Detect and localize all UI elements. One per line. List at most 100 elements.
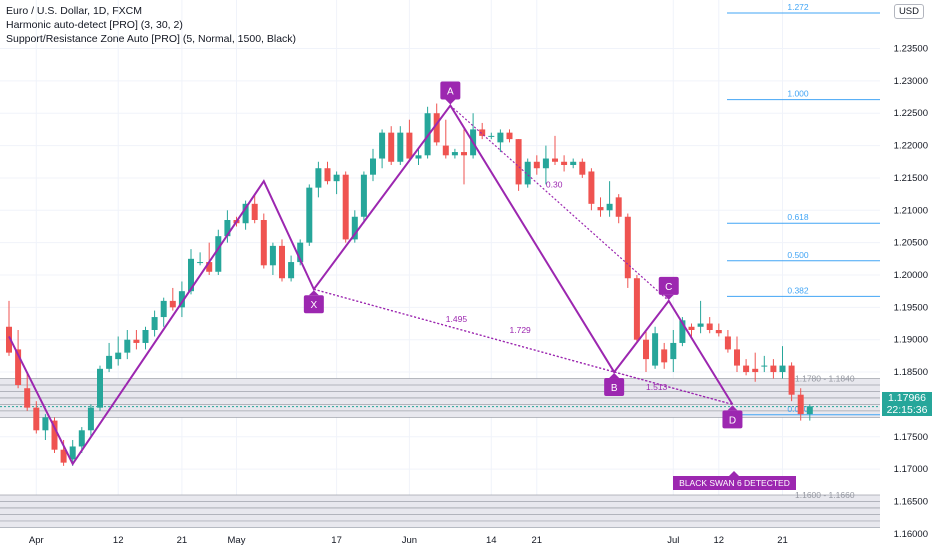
- candle-body: [51, 420, 58, 450]
- candle-body: [370, 158, 376, 175]
- candle-body: [461, 152, 467, 156]
- last-price-label: 1.17966: [882, 392, 932, 404]
- time-axis-label: 21: [777, 535, 788, 546]
- candle-body: [106, 355, 113, 369]
- candle-body: [78, 430, 85, 447]
- candle-body: [561, 161, 568, 165]
- harmonic-ratio-label: 1.495: [446, 314, 468, 324]
- candle-body: [552, 158, 558, 162]
- candle-body: [497, 132, 504, 143]
- candle-body: [752, 368, 759, 373]
- candle-body: [288, 262, 295, 279]
- price-axis-label: 1.16000: [894, 529, 928, 540]
- pattern-point-d-marker: [722, 410, 743, 429]
- price-axis-label: 1.17500: [894, 432, 928, 443]
- price-axis-label: 1.17000: [894, 464, 928, 475]
- candle-body: [333, 174, 340, 182]
- pattern-point-label: X: [311, 300, 318, 311]
- candle-body: [533, 161, 540, 169]
- fib-level-label: 1.272: [787, 2, 809, 12]
- candle-body: [506, 132, 513, 140]
- candle-body: [69, 446, 76, 460]
- candle-body: [670, 342, 677, 360]
- candle-body: [124, 339, 131, 353]
- candle-body: [15, 349, 22, 385]
- time-axis-label: 21: [532, 535, 543, 546]
- time-axis-label: 12: [113, 535, 124, 546]
- candle-body: [451, 152, 458, 156]
- candle-body: [60, 449, 67, 463]
- pattern-alert-label: BLACK SWAN 6 DETECTED: [673, 471, 796, 490]
- candle-body: [615, 197, 622, 217]
- candle-body: [251, 203, 258, 220]
- harmonic-ratio-label: 1.729: [510, 325, 532, 335]
- price-axis-label: 1.19500: [894, 302, 928, 313]
- price-axis-label: 1.22000: [894, 141, 928, 152]
- price-axis-label: 1.21000: [894, 205, 928, 216]
- candle-body: [770, 365, 777, 373]
- harmonic-ratio-line: [449, 105, 670, 302]
- candle-body: [424, 113, 431, 156]
- sr-zone-label: 1.1600 - 1.1660: [795, 490, 855, 500]
- price-axis-label: 1.19000: [894, 335, 928, 346]
- time-axis-label: 14: [486, 535, 497, 546]
- candle-body: [570, 161, 577, 165]
- pattern-point-label: A: [447, 86, 454, 97]
- candle-body: [524, 161, 531, 185]
- price-axis-label: 1.23000: [894, 76, 928, 87]
- candle-body: [806, 406, 813, 415]
- candle-body: [734, 349, 740, 366]
- candle-body: [324, 168, 331, 182]
- candle-body: [33, 407, 40, 431]
- fib-level-label: 0.382: [787, 285, 809, 295]
- pattern-point-pointer: [308, 290, 319, 296]
- candle-body: [661, 349, 668, 363]
- candle-body: [297, 242, 304, 263]
- candle-body: [142, 330, 149, 343]
- bar-countdown-label: 22:15:36: [882, 404, 932, 416]
- harmonic-pattern-line: [8, 103, 734, 466]
- price-axis-label: 1.18500: [894, 367, 928, 378]
- chart-legend: Euro / U.S. Dollar, 1D, FXCM Harmonic au…: [6, 4, 296, 46]
- candle-body: [115, 352, 122, 360]
- candle-body: [761, 365, 768, 367]
- time-axis-label: 12: [714, 535, 725, 546]
- candle-body: [415, 155, 422, 159]
- price-axis: [880, 0, 932, 550]
- indicator-sr-zone[interactable]: Support/Resistance Zone Auto [PRO] (5, N…: [6, 33, 297, 45]
- candle-body: [388, 132, 395, 162]
- pattern-point-pointer: [727, 405, 738, 411]
- candle-body: [515, 139, 522, 185]
- pattern-point-b-marker: [604, 378, 625, 397]
- candle-body: [679, 320, 686, 343]
- candle-body: [260, 220, 267, 266]
- candle-body: [197, 262, 204, 264]
- candle-body: [242, 203, 249, 224]
- harmonic-ratio-label: 0.30: [546, 180, 563, 190]
- harmonic-ratio-line: [613, 371, 733, 405]
- candle-body: [279, 245, 285, 279]
- time-axis-label: Jul: [667, 535, 679, 546]
- candle-body: [724, 336, 731, 350]
- candle-body: [579, 161, 586, 175]
- candle-body: [442, 145, 449, 156]
- currency-badge[interactable]: USD: [893, 4, 924, 19]
- candle-body: [169, 300, 176, 308]
- candle-body: [797, 394, 804, 415]
- indicator-harmonic[interactable]: Harmonic auto-detect [PRO] (3, 30, 2): [6, 19, 183, 31]
- candle-body: [542, 158, 549, 169]
- price-axis-label: 1.16500: [894, 496, 928, 507]
- fib-level-label: 0.618: [787, 212, 809, 222]
- pattern-point-label: D: [729, 415, 736, 426]
- candle-body: [643, 339, 649, 360]
- candle-body: [397, 132, 404, 162]
- candle-body: [360, 174, 367, 217]
- candle-body: [633, 278, 640, 340]
- pattern-point-label: C: [665, 282, 672, 293]
- pattern-point-label: B: [611, 383, 618, 394]
- time-axis-label: May: [228, 535, 246, 546]
- candle-body: [433, 113, 440, 143]
- candle-body: [315, 168, 322, 188]
- candle-body: [606, 203, 613, 211]
